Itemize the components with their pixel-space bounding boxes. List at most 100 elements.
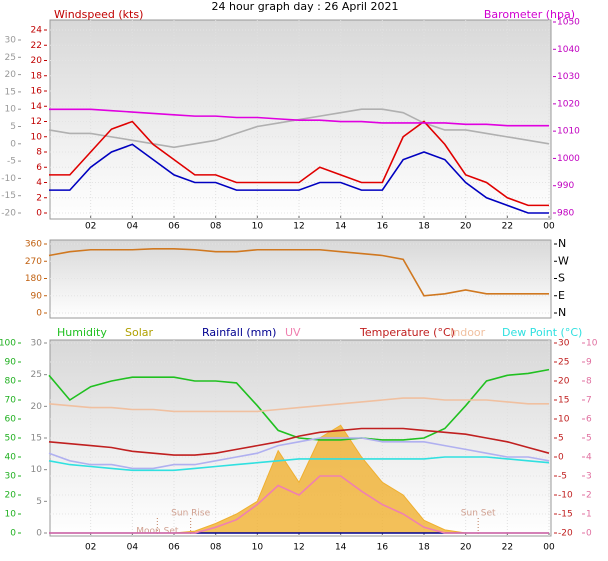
y2-tick-label: 5 <box>558 434 564 444</box>
y3-tick-label: 20 <box>5 70 17 80</box>
y2-tick-label: E <box>558 289 565 302</box>
y2-tick-label: 20 <box>558 377 570 387</box>
y4-tick-label: 3 <box>586 472 592 482</box>
x-tick-label: 10 <box>252 222 264 232</box>
y-tick-label: 90 <box>5 358 17 368</box>
y3-tick-label: 10 <box>5 105 17 115</box>
legend-entry: Temperature (°C) <box>359 326 455 339</box>
y2-tick-label: 1030 <box>557 72 580 82</box>
y-tick-label: 180 <box>25 274 42 284</box>
y4-tick-label: 5 <box>586 434 592 444</box>
y2-tick-label: 10 <box>558 415 570 425</box>
y-tick-label: 4 <box>36 178 42 188</box>
y-tick-label: 2 <box>36 193 42 203</box>
y4-tick-label: 9 <box>586 358 592 368</box>
y-tick-label: 16 <box>31 87 43 97</box>
y3-tick-label: 0 <box>10 139 16 149</box>
y-tick-label: 24 <box>31 26 43 36</box>
y2-tick-label: -20 <box>558 529 573 539</box>
y4-tick-label: 10 <box>586 339 598 349</box>
y3-tick-label: -10 <box>1 174 16 184</box>
y2-tick-label: -15 <box>558 510 573 520</box>
y-tick-label: 70 <box>5 396 17 406</box>
y2-tick-label: 990 <box>557 181 574 191</box>
y-axis-label: Windspeed (kts) <box>54 8 143 21</box>
y3-tick-label: 5 <box>36 497 42 507</box>
y4-tick-label: 7 <box>586 396 592 406</box>
y-tick-label: 360 <box>25 240 42 250</box>
x-tick-label: 12 <box>293 222 304 232</box>
y2-tick-label: 0 <box>558 453 564 463</box>
y2-tick-label: 15 <box>558 396 569 406</box>
y2-tick-label: 980 <box>557 209 574 219</box>
chart-title: 24 hour graph day : 26 April 2021 <box>212 0 399 13</box>
legend-entry: Humidity <box>57 326 107 339</box>
y3-tick-label: -5 <box>7 157 16 167</box>
line <box>49 108 549 127</box>
y2-tick-label: -10 <box>558 491 573 501</box>
y2-tick-label: 1040 <box>557 45 580 55</box>
legend-entry: Dew Point (°C) <box>502 326 582 339</box>
y-tick-label: 100 <box>0 339 16 349</box>
y3-tick-label: -20 <box>1 209 16 219</box>
y2-tick-label: 1050 <box>557 18 580 28</box>
y-tick-label: 20 <box>31 56 43 66</box>
y4-tick-label: 1 <box>586 510 592 520</box>
y4-tick-label: 8 <box>586 377 592 387</box>
x-tick-label: 06 <box>168 543 180 553</box>
x-tick-label: 08 <box>210 222 222 232</box>
x-tick-label: 20 <box>460 222 472 232</box>
y-tick-label: 6 <box>36 163 42 173</box>
y-tick-label: 30 <box>5 472 17 482</box>
y-tick-label: 0 <box>36 309 42 319</box>
y3-tick-label: 0 <box>36 529 42 539</box>
x-tick-label: 22 <box>502 222 513 232</box>
y-tick-label: 20 <box>5 491 17 501</box>
x-tick-label: 10 <box>252 543 264 553</box>
y4-tick-label: 6 <box>586 415 592 425</box>
line <box>49 143 549 214</box>
y2-tick-label: 30 <box>558 339 570 349</box>
legend-entry: Solar <box>125 326 154 339</box>
y2-tick-label: N <box>558 237 566 250</box>
line <box>49 475 549 534</box>
y2-tick-label: 1020 <box>557 99 580 109</box>
line <box>48 368 550 441</box>
x-tick-label: 16 <box>377 543 389 553</box>
y-tick-label: 10 <box>31 132 43 142</box>
y3-tick-label: 5 <box>10 122 16 132</box>
y-tick-label: 14 <box>31 102 43 112</box>
y3-tick-label: 15 <box>5 87 16 97</box>
x-tick-label: 04 <box>127 543 139 553</box>
y4-tick-label: 0 <box>586 529 592 539</box>
annotation: Sun Rise <box>171 509 210 519</box>
line <box>48 456 550 472</box>
y2-tick-label: W <box>558 254 569 267</box>
y3-tick-label: -15 <box>1 191 16 201</box>
y3-tick-label: 30 <box>5 36 17 46</box>
y-tick-label: 40 <box>5 453 17 463</box>
y3-tick-label: 25 <box>31 370 42 380</box>
line <box>48 397 549 413</box>
y-tick-label: 22 <box>31 41 42 51</box>
y3-tick-label: 10 <box>31 465 43 475</box>
y4-tick-label: 2 <box>586 491 592 501</box>
annotation: Moon Set <box>136 527 179 537</box>
y2-tick-label: S <box>558 272 565 285</box>
line <box>48 437 550 470</box>
x-tick-label: 06 <box>168 222 180 232</box>
y-tick-label: 80 <box>5 377 17 387</box>
y-tick-label: 18 <box>31 71 43 81</box>
y-tick-label: 60 <box>5 415 17 425</box>
y-tick-label: 8 <box>36 148 42 158</box>
y-tick-label: 0 <box>10 529 16 539</box>
x-tick-label: 16 <box>377 222 389 232</box>
legend-entry: UV <box>285 326 301 339</box>
x-tick-label: 00 <box>543 543 555 553</box>
legend-entry: Rainfall (mm) <box>202 326 276 339</box>
legend-entry: Indoor <box>450 326 486 339</box>
x-tick-label: 04 <box>127 222 139 232</box>
y2-axis-label: Barometer (hpa) <box>484 8 575 21</box>
line <box>48 427 550 456</box>
y3-tick-label: 20 <box>31 402 43 412</box>
